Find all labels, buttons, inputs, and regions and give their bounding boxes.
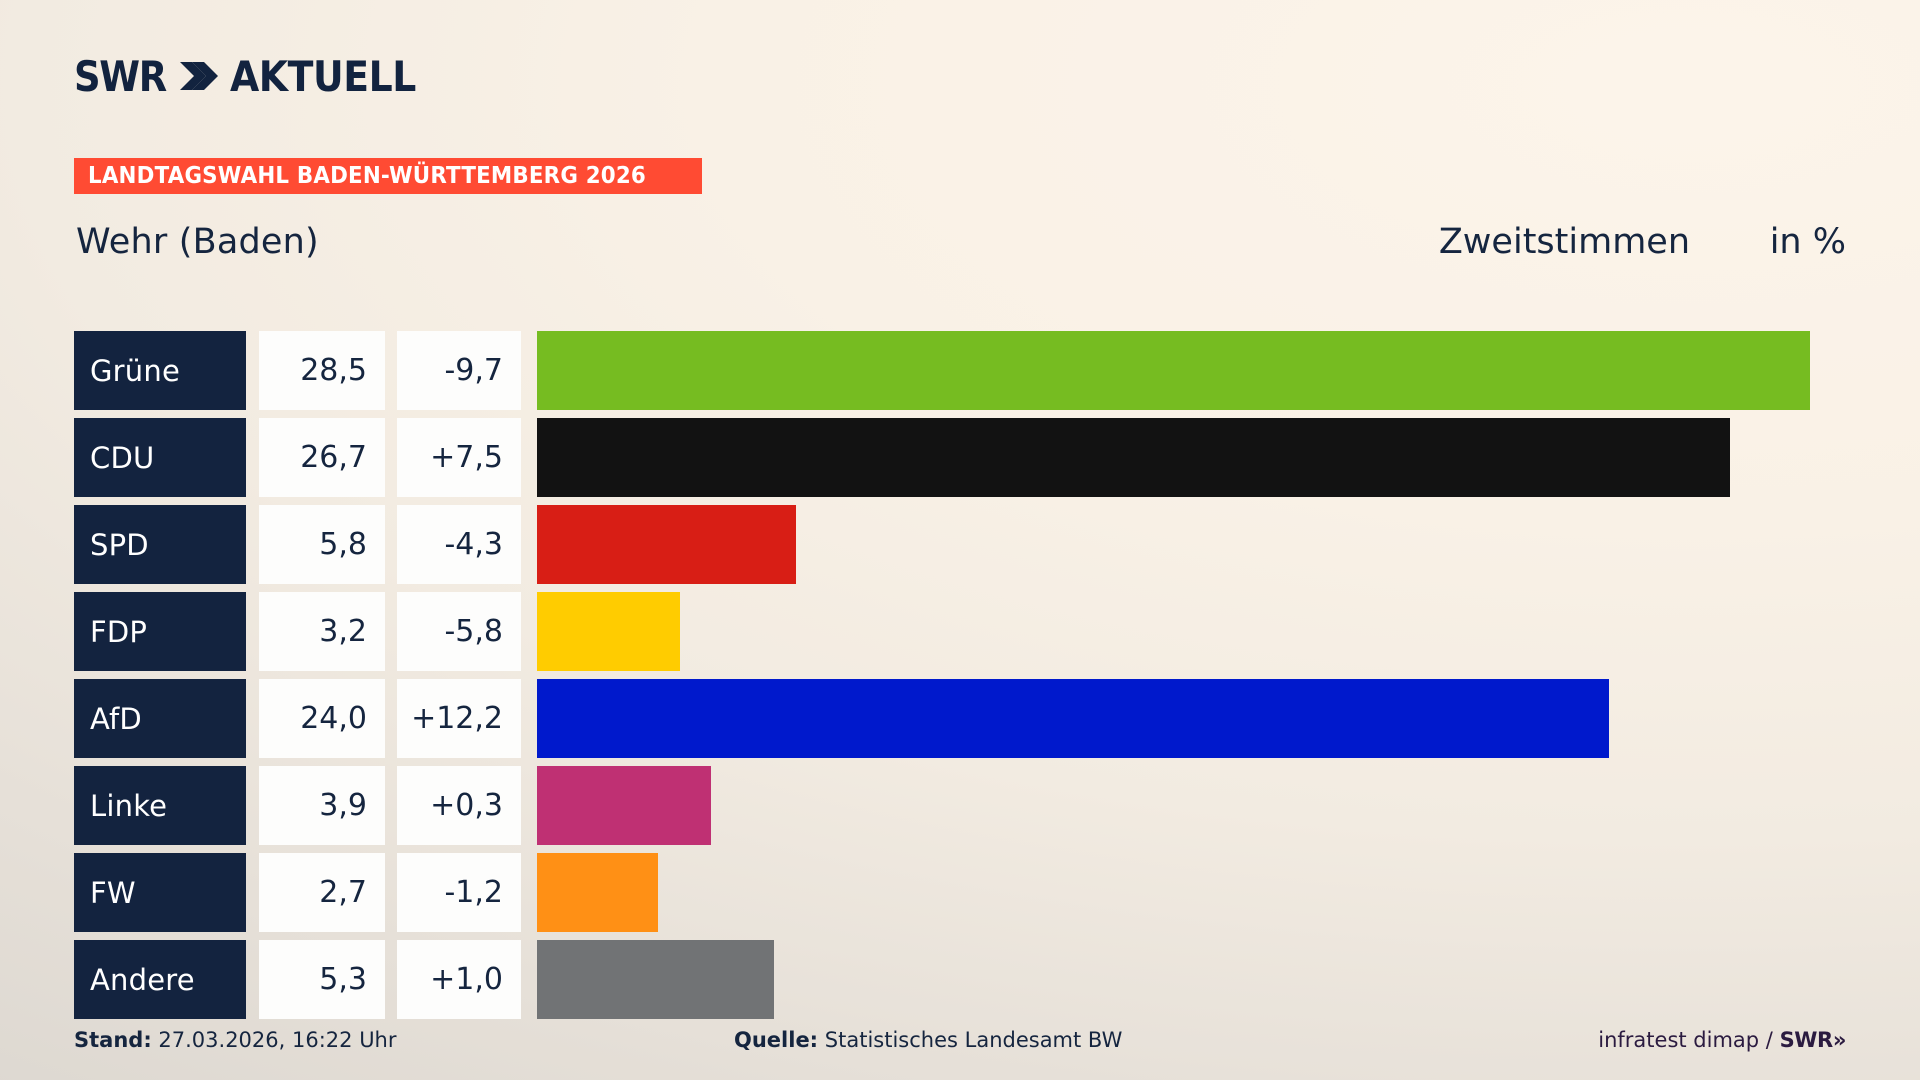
footer-credit-agency: infratest dimap / (1598, 1028, 1780, 1052)
party-change-value: -4,3 (444, 527, 503, 562)
election-banner-text: LANDTAGSWAHL BADEN-WÜRTTEMBERG 2026 (88, 163, 646, 189)
party-name-label: CDU (90, 440, 155, 475)
party-change-cell: -1,2 (397, 853, 521, 932)
table-row: FW 2,7 -1,2 (74, 853, 1846, 932)
party-name-cell: SPD (74, 505, 246, 584)
party-name-label: Andere (90, 962, 195, 997)
party-change-cell: +12,2 (397, 679, 521, 758)
party-bar (537, 505, 797, 584)
vote-type-label: Zweitstimmen (1438, 222, 1690, 262)
footer-quelle-label: Quelle: (734, 1028, 819, 1052)
party-change-value: +0,3 (430, 788, 503, 823)
party-name-cell: FW (74, 853, 246, 932)
party-change-value: +1,0 (430, 962, 503, 997)
party-name-label: Grüne (90, 353, 180, 388)
party-name-cell: AfD (74, 679, 246, 758)
party-change-value: +7,5 (430, 440, 503, 475)
party-name-label: FDP (90, 614, 148, 649)
swr-aktuell-logo: SWR AKTUELL (74, 52, 437, 102)
logo-swr-text: SWR (74, 52, 167, 101)
party-change-value: -1,2 (444, 875, 503, 910)
party-bar (537, 679, 1610, 758)
party-name-label: Linke (90, 788, 168, 823)
footer-credit: infratest dimap / SWR» (1598, 1028, 1846, 1052)
party-change-cell: +7,5 (397, 418, 521, 497)
party-bar (537, 940, 774, 1019)
footer: Stand: 27.03.2026, 16:22 Uhr Quelle: Sta… (74, 1028, 1846, 1058)
footer-stand-value: 27.03.2026, 16:22 Uhr (158, 1028, 397, 1052)
party-change-value: -9,7 (444, 353, 503, 388)
bar-track (537, 940, 1846, 1019)
party-name-label: AfD (90, 701, 142, 736)
table-row: SPD 5,8 -4,3 (74, 505, 1846, 584)
party-share-value: 26,7 (300, 440, 367, 475)
party-bar (537, 766, 712, 845)
bar-track (537, 853, 1846, 932)
footer-credit-chevron-icon: » (1832, 1028, 1847, 1052)
party-name-cell: CDU (74, 418, 246, 497)
bar-track (537, 505, 1846, 584)
table-row: Grüne 28,5 -9,7 (74, 331, 1846, 410)
table-row: AfD 24,0 +12,2 (74, 679, 1846, 758)
party-share-value: 5,8 (319, 527, 367, 562)
results-bar-chart: Grüne 28,5 -9,7 CDU 26,7 +7,5 SPD 5,8 -4,3 FDP 3,2… (74, 331, 1846, 1027)
party-share-value: 2,7 (319, 875, 367, 910)
table-row: Linke 3,9 +0,3 (74, 766, 1846, 845)
footer-stand-label: Stand: (74, 1028, 152, 1052)
party-share-value: 5,3 (319, 962, 367, 997)
party-share-cell: 24,0 (259, 679, 385, 758)
party-name-label: SPD (90, 527, 149, 562)
party-share-cell: 5,8 (259, 505, 385, 584)
footer-stand: Stand: 27.03.2026, 16:22 Uhr (74, 1028, 397, 1052)
footer-quelle: Quelle: Statistisches Landesamt BW (734, 1028, 1122, 1052)
bar-track (537, 331, 1846, 410)
bar-track (537, 418, 1846, 497)
party-share-value: 24,0 (300, 701, 367, 736)
table-row: FDP 3,2 -5,8 (74, 592, 1846, 671)
double-chevron-icon (180, 59, 219, 96)
footer-credit-swr: SWR (1779, 1028, 1834, 1052)
election-banner: LANDTAGSWAHL BADEN-WÜRTTEMBERG 2026 (74, 158, 702, 194)
party-share-cell: 28,5 (259, 331, 385, 410)
party-bar (537, 853, 658, 932)
party-name-cell: Grüne (74, 331, 246, 410)
party-name-label: FW (90, 875, 136, 910)
party-share-cell: 5,3 (259, 940, 385, 1019)
table-row: Andere 5,3 +1,0 (74, 940, 1846, 1019)
party-change-cell: -4,3 (397, 505, 521, 584)
party-share-cell: 26,7 (259, 418, 385, 497)
party-bar (537, 331, 1811, 410)
footer-quelle-value: Statistisches Landesamt BW (824, 1028, 1123, 1052)
region-title: Wehr (Baden) (76, 222, 319, 262)
party-change-cell: +1,0 (397, 940, 521, 1019)
party-change-value: -5,8 (444, 614, 503, 649)
party-change-value: +12,2 (411, 701, 503, 736)
unit-label: in % (1769, 222, 1846, 262)
party-share-cell: 2,7 (259, 853, 385, 932)
party-share-cell: 3,9 (259, 766, 385, 845)
party-name-cell: Linke (74, 766, 246, 845)
party-share-value: 3,2 (319, 614, 367, 649)
party-share-value: 28,5 (300, 353, 367, 388)
bar-track (537, 679, 1846, 758)
party-name-cell: FDP (74, 592, 246, 671)
party-change-cell: +0,3 (397, 766, 521, 845)
party-share-cell: 3,2 (259, 592, 385, 671)
party-share-value: 3,9 (319, 788, 367, 823)
party-bar (537, 418, 1730, 497)
logo-aktuell-text: AKTUELL (230, 52, 417, 101)
party-change-cell: -9,7 (397, 331, 521, 410)
party-bar (537, 592, 680, 671)
table-row: CDU 26,7 +7,5 (74, 418, 1846, 497)
party-name-cell: Andere (74, 940, 246, 1019)
bar-track (537, 766, 1846, 845)
bar-track (537, 592, 1846, 671)
party-change-cell: -5,8 (397, 592, 521, 671)
